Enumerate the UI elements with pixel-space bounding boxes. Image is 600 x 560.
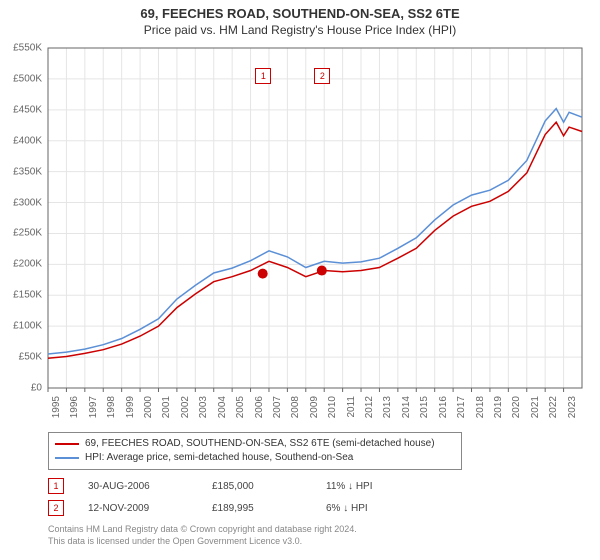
- sale-date: 30-AUG-2006: [88, 481, 188, 492]
- y-tick-label: £250K: [13, 228, 42, 239]
- legend-label: 69, FEECHES ROAD, SOUTHEND-ON-SEA, SS2 6…: [85, 437, 435, 451]
- sale-date: 12-NOV-2009: [88, 503, 188, 514]
- x-tick-label: 2020: [511, 396, 522, 418]
- y-tick-label: £300K: [13, 197, 42, 208]
- y-tick-label: £0: [31, 383, 42, 394]
- chart-title: 69, FEECHES ROAD, SOUTHEND-ON-SEA, SS2 6…: [0, 0, 600, 21]
- legend-swatch: [55, 443, 79, 445]
- x-tick-label: 2009: [309, 396, 320, 418]
- x-axis-ticks: 1995 1996 1997 1998 1999 2000 2001 2002 2003 2004…: [48, 392, 582, 432]
- sale-marker-box: 2: [48, 500, 64, 516]
- x-tick-label: 2015: [419, 396, 430, 418]
- legend-item: HPI: Average price, semi-detached house,…: [55, 451, 455, 465]
- y-tick-label: £550K: [13, 43, 42, 54]
- x-tick-label: 2002: [180, 396, 191, 418]
- legend-label: HPI: Average price, semi-detached house,…: [85, 451, 353, 465]
- x-tick-label: 1998: [106, 396, 117, 418]
- legend: 69, FEECHES ROAD, SOUTHEND-ON-SEA, SS2 6…: [48, 432, 462, 470]
- x-tick-label: 2019: [493, 396, 504, 418]
- table-row: 1 30-AUG-2006 £185,000 11% ↓ HPI: [48, 478, 548, 494]
- y-tick-label: £500K: [13, 73, 42, 84]
- sale-price: £185,000: [212, 481, 302, 492]
- band-label-marker: 1: [255, 68, 271, 84]
- plot-svg: [48, 48, 582, 388]
- sale-hpi: 11% ↓ HPI: [326, 481, 416, 492]
- x-tick-label: 2000: [143, 396, 154, 418]
- x-tick-label: 2018: [475, 396, 486, 418]
- y-tick-label: £450K: [13, 104, 42, 115]
- footer-line: Contains HM Land Registry data © Crown c…: [48, 524, 568, 536]
- sale-hpi: 6% ↓ HPI: [326, 503, 416, 514]
- x-tick-label: 1997: [88, 396, 99, 418]
- x-tick-label: 2004: [217, 396, 228, 418]
- x-tick-label: 1996: [69, 396, 80, 418]
- x-tick-label: 2008: [290, 396, 301, 418]
- y-tick-label: £200K: [13, 259, 42, 270]
- y-tick-label: £350K: [13, 166, 42, 177]
- footer-line: This data is licensed under the Open Gov…: [48, 536, 568, 548]
- sale-marker-box: 1: [48, 478, 64, 494]
- y-axis-ticks: £0£50K£100K£150K£200K£250K£300K£350K£400…: [0, 48, 46, 388]
- plot-area: 12: [48, 48, 582, 388]
- x-tick-label: 2022: [548, 396, 559, 418]
- chart-subtitle: Price paid vs. HM Land Registry's House …: [0, 21, 600, 41]
- x-tick-label: 2007: [272, 396, 283, 418]
- x-tick-label: 2005: [235, 396, 246, 418]
- x-tick-label: 1995: [51, 396, 62, 418]
- footer-attribution: Contains HM Land Registry data © Crown c…: [48, 524, 568, 547]
- x-tick-label: 2017: [456, 396, 467, 418]
- sales-table: 1 30-AUG-2006 £185,000 11% ↓ HPI 2 12-NO…: [48, 472, 548, 516]
- x-tick-label: 2003: [198, 396, 209, 418]
- x-tick-label: 2001: [161, 396, 172, 418]
- x-tick-label: 2010: [327, 396, 338, 418]
- y-tick-label: £400K: [13, 135, 42, 146]
- chart-container: 69, FEECHES ROAD, SOUTHEND-ON-SEA, SS2 6…: [0, 0, 600, 560]
- table-row: 2 12-NOV-2009 £189,995 6% ↓ HPI: [48, 500, 548, 516]
- y-tick-label: £150K: [13, 290, 42, 301]
- legend-item: 69, FEECHES ROAD, SOUTHEND-ON-SEA, SS2 6…: [55, 437, 455, 451]
- x-tick-label: 2021: [530, 396, 541, 418]
- x-tick-label: 2011: [346, 396, 357, 418]
- x-tick-label: 1999: [125, 396, 136, 418]
- band-label-marker: 2: [314, 68, 330, 84]
- sale-price: £189,995: [212, 503, 302, 514]
- x-tick-label: 2016: [438, 396, 449, 418]
- x-tick-label: 2023: [567, 396, 578, 418]
- x-tick-label: 2006: [254, 396, 265, 418]
- x-tick-label: 2013: [382, 396, 393, 418]
- y-tick-label: £100K: [13, 321, 42, 332]
- legend-swatch: [55, 457, 79, 459]
- x-tick-label: 2012: [364, 396, 375, 418]
- x-tick-label: 2014: [401, 396, 412, 418]
- y-tick-label: £50K: [19, 352, 42, 363]
